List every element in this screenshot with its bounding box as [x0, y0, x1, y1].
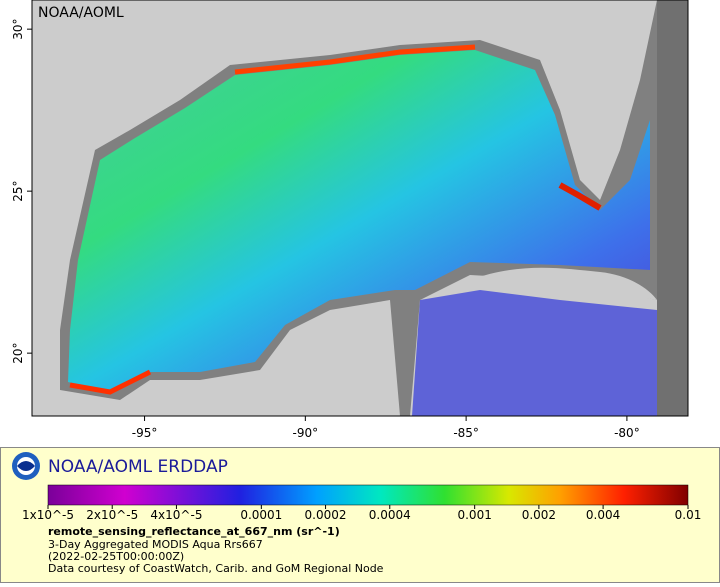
colorbar-tick-label: 2x10^-5 [86, 508, 138, 522]
map-frame [31, 0, 689, 417]
legend-panel [0, 447, 720, 583]
y-tick-label: 25° [11, 181, 25, 202]
no-data-strip [657, 0, 688, 416]
watermark: NOAA/AOML [38, 5, 124, 21]
coastal-high [558, 182, 602, 211]
colorbar-tick-label: 0.001 [457, 508, 491, 522]
reflectance-field [68, 50, 650, 392]
colorbar-tick-label: 0.004 [586, 508, 620, 522]
x-tick-label: -80° [614, 426, 640, 440]
info-line: 3-Day Aggregated MODIS Aqua Rrs667 [48, 538, 263, 551]
x-tick-label: -95° [132, 426, 158, 440]
legend-title: NOAA/AOML ERDDAP [48, 457, 228, 477]
colorbar-tick-label: 0.01 [675, 508, 702, 522]
coastal-high [69, 369, 152, 395]
info-line: (2022-02-25T00:00:00Z) [48, 550, 184, 563]
info-line: Data courtesy of CoastWatch, Carib. and … [48, 562, 384, 575]
colorbar-tick-label: 1x10^-5 [22, 508, 74, 522]
y-tick-label: 30° [11, 19, 25, 40]
coastal-high [234, 44, 476, 75]
cuba [470, 267, 657, 300]
variable-name: remote_sensing_reflectance_at_667_nm (sr… [48, 525, 340, 538]
colorbar-tick-label: 4x10^-5 [150, 508, 202, 522]
colorbar-tick-label: 0.0002 [305, 508, 347, 522]
y-tick-label: 20° [11, 343, 25, 364]
colorbar-tick-label: 0.0001 [240, 508, 282, 522]
x-tick-label: -90° [293, 426, 319, 440]
colorbar-tick-label: 0.0004 [369, 508, 411, 522]
colorbar-tick-label: 0.002 [522, 508, 556, 522]
x-tick-label: -85° [453, 426, 479, 440]
colorbar [47, 484, 689, 506]
logo [17, 461, 35, 471]
caribbean-field [412, 290, 657, 416]
